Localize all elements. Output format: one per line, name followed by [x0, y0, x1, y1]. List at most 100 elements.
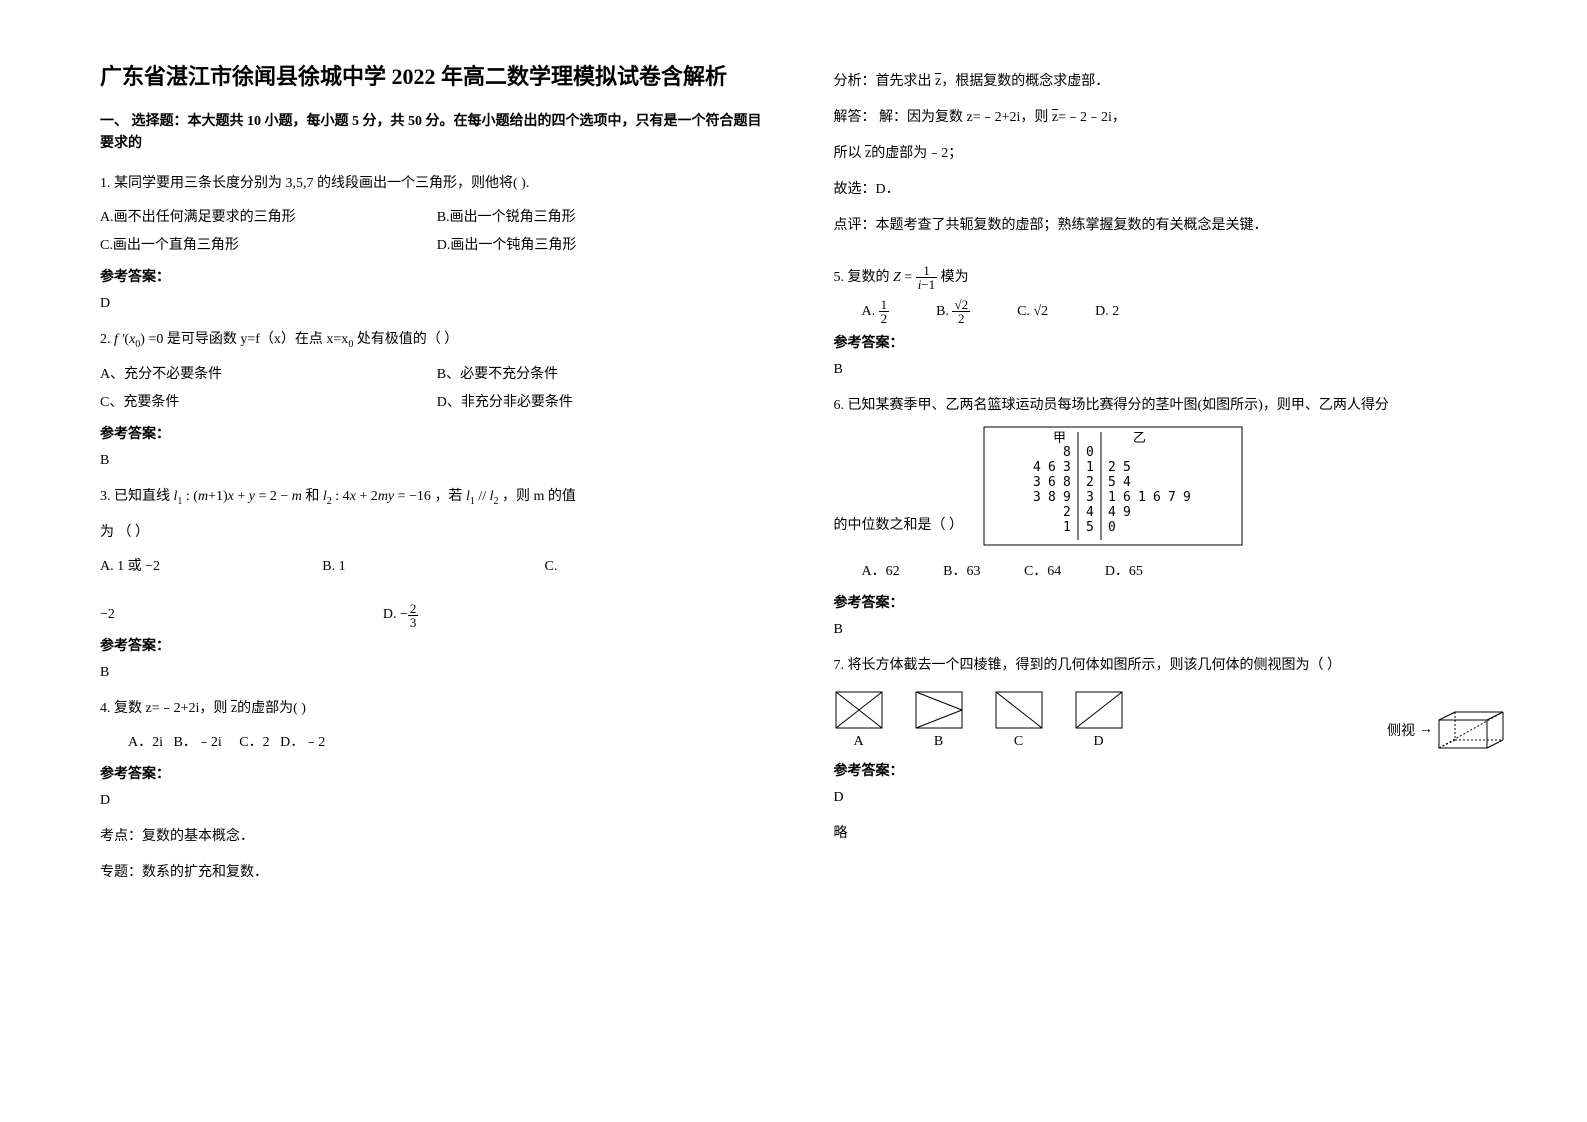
q4-p6: 故选：D．: [834, 176, 1508, 204]
q2-ans: B: [100, 453, 774, 469]
q1-options-2: C.画出一个直角三角形 D.画出一个钝角三角形: [100, 232, 774, 260]
q4-p5-suf: 的虚部为﹣2；: [871, 146, 962, 161]
svg-text:8: 8: [1048, 490, 1056, 505]
q3-mid2: ，若: [434, 489, 462, 504]
q2-pre: 2.: [100, 332, 114, 347]
svg-text:9: 9: [1123, 505, 1131, 520]
q7-shape-c: [994, 690, 1044, 730]
q4-p4-suf: =﹣2﹣2i，: [1058, 110, 1126, 125]
svg-text:5: 5: [1123, 460, 1131, 475]
q1-ans-label: 参考答案：: [100, 266, 774, 286]
q2-options-2: C、充要条件 D、非充分非必要条件: [100, 389, 774, 417]
svg-text:9: 9: [1183, 490, 1191, 505]
svg-text:2: 2: [1108, 460, 1116, 475]
q7-d: D: [1093, 734, 1103, 750]
q3-options-2: −2 D. −23: [100, 601, 774, 629]
q5-a-lbl: A.: [862, 304, 879, 319]
q6-opt-a: A．62: [862, 564, 900, 579]
q5-opt-c: C. √2: [1017, 304, 1048, 319]
q5-options: A. 12 B. √22 C. √2 D. 2: [862, 298, 1508, 326]
q1-opt-d: D.画出一个钝角三角形: [437, 232, 774, 260]
q7-figure-row: A B C D 侧视 →: [834, 690, 1508, 750]
q5-pre: 5. 复数的: [834, 270, 894, 285]
q4-ans-label: 参考答案：: [100, 763, 774, 783]
svg-text:1: 1: [1086, 460, 1094, 475]
q2-options: A、充分不必要条件 B、必要不充分条件: [100, 361, 774, 389]
svg-text:1: 1: [1063, 520, 1071, 535]
q7-stem: 7. 将长方体截去一个四棱锥，得到的几何体如图所示，则该几何体的侧视图为（ ）: [834, 652, 1508, 680]
q6-ans: B: [834, 622, 1508, 638]
stem-leaf-plot: 甲 乙 8046312536825438931616792449150: [983, 426, 1243, 546]
q3-ans: B: [100, 665, 774, 681]
q4-ans: D: [100, 793, 774, 809]
leaf-head-left: 甲: [1053, 430, 1066, 445]
q4-options: A．2i B．﹣2i C．2 D．﹣2: [128, 729, 774, 757]
svg-text:2: 2: [1063, 505, 1071, 520]
q7-side-label: 侧视: [1387, 720, 1415, 740]
q5-c-lbl: C.: [1017, 304, 1033, 319]
q4-p2: 专题：数系的扩充和复数．: [100, 859, 774, 887]
q4-p4-pre: 解答： 解：因为复数 z=﹣2+2i，则: [834, 110, 1052, 125]
q6-stem: 6. 已知某赛季甲、乙两名篮球运动员每场比赛得分的茎叶图(如图所示)，则甲、乙两…: [834, 392, 1508, 420]
svg-text:5: 5: [1108, 475, 1116, 490]
svg-text:6: 6: [1153, 490, 1161, 505]
svg-text:5: 5: [1086, 520, 1094, 535]
svg-text:2: 2: [1086, 475, 1094, 490]
q2-mid: =0 是可导函数 y=f（x）在点 x=x: [145, 332, 348, 347]
q4-p3: 分析：首先求出 z，根据复数的概念求虚部．: [834, 68, 1508, 96]
q3-opt-b: B. 1: [322, 553, 544, 581]
q6-ans-label: 参考答案：: [834, 592, 1508, 612]
q7-shape-b: [914, 690, 964, 730]
svg-text:4: 4: [1086, 505, 1094, 520]
q4-p4: 解答： 解：因为复数 z=﹣2+2i，则 z=﹣2﹣2i，: [834, 104, 1508, 132]
q2-opt-d: D、非充分非必要条件: [437, 389, 774, 417]
q4-opt-c: C．2: [239, 735, 269, 750]
q3-opt-c: C.: [545, 553, 767, 581]
q3-suf: ，则 m 的值: [502, 489, 576, 504]
svg-text:4: 4: [1033, 460, 1041, 475]
q1-stem: 1. 某同学要用三条长度分别为 3,5,7 的线段画出一个三角形，则他将( ).: [100, 170, 774, 198]
svg-text:0: 0: [1108, 520, 1116, 535]
q3-opt-a: A. 1 或 −2: [100, 553, 322, 581]
q4-p5: 所以 z的虚部为﹣2；: [834, 140, 1508, 168]
q3-ans-label: 参考答案：: [100, 635, 774, 655]
leaf-head-right: 乙: [1133, 430, 1146, 445]
section-1-heading: 一、 选择题：本大题共 10 小题，每小题 5 分，共 50 分。在每小题给出的…: [100, 111, 774, 156]
q7-extra: 略: [834, 820, 1508, 848]
q4-stem-suf: 的虚部为( ): [237, 701, 306, 716]
q1-opt-c: C.画出一个直角三角形: [100, 232, 437, 260]
svg-text:8: 8: [1063, 475, 1071, 490]
q3-mid1: 和: [305, 489, 319, 504]
svg-text:0: 0: [1086, 445, 1094, 460]
svg-text:1: 1: [1108, 490, 1116, 505]
q5-opt-a: A. 12: [862, 304, 890, 319]
svg-text:6: 6: [1048, 475, 1056, 490]
svg-text:3: 3: [1033, 490, 1041, 505]
q3-opt-c-val: −2: [100, 601, 383, 629]
q1-ans: D: [100, 296, 774, 312]
q7-c: C: [1014, 734, 1023, 750]
q4-p3-suf: ，根据复数的概念求虚部．: [941, 74, 1109, 89]
svg-text:6: 6: [1048, 460, 1056, 475]
q3-options: A. 1 或 −2 B. 1 C.: [100, 553, 774, 581]
q6-opt-c: C．64: [1024, 564, 1061, 579]
q7-a: A: [853, 734, 863, 750]
q7-ans: D: [834, 790, 1508, 806]
svg-text:3: 3: [1086, 490, 1094, 505]
q2-opt-c: C、充要条件: [100, 389, 437, 417]
q4-opt-a: A．2i: [128, 735, 163, 750]
q3-d-label: D.: [383, 607, 400, 622]
q4-stem-pre: 4. 复数 z=﹣2+2i，则: [100, 701, 231, 716]
q2-ans-label: 参考答案：: [100, 423, 774, 443]
q5-ans: B: [834, 362, 1508, 378]
svg-text:3: 3: [1063, 460, 1071, 475]
arrow-right-icon: →: [1419, 722, 1433, 738]
q4-opt-d: D．﹣2: [280, 735, 325, 750]
svg-text:4: 4: [1108, 505, 1116, 520]
q5-b-lbl: B.: [936, 304, 952, 319]
q1-opt-a: A.画不出任何满足要求的三角形: [100, 204, 437, 232]
q4-stem: 4. 复数 z=﹣2+2i，则 z的虚部为( ): [100, 695, 774, 723]
q3-pre: 3. 已知直线: [100, 489, 170, 504]
q7-shape-a: [834, 690, 884, 730]
q1-options: A.画不出任何满足要求的三角形 B.画出一个锐角三角形: [100, 204, 774, 232]
